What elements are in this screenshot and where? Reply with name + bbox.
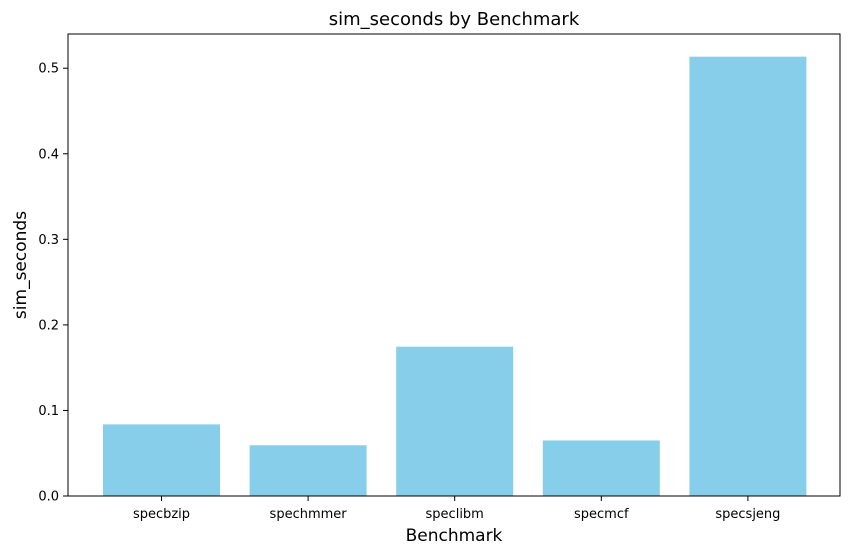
plot-frame	[67, 33, 841, 497]
bar-specmcf	[542, 440, 660, 496]
y-tick-label: 0.3	[38, 233, 59, 248]
y-tick-label: 0.0	[38, 490, 59, 505]
chart-title: sim_seconds by Benchmark	[329, 9, 580, 30]
y-tick-label: 0.1	[38, 404, 59, 419]
y-tick-label: 0.4	[38, 147, 59, 162]
x-tick-label: spechmmer	[270, 507, 348, 522]
x-tick-label: specbzip	[133, 507, 190, 522]
bar-speclibm	[396, 346, 514, 496]
y-tick-label: 0.5	[38, 62, 59, 77]
x-axis-label: Benchmark	[406, 526, 503, 546]
bar-specsjeng	[689, 56, 807, 497]
y-axis-ticks: 0.0 0.1 0.2 0.3 0.4 0.5	[38, 62, 68, 505]
y-tick-label: 0.2	[38, 318, 59, 333]
x-tick-label: speclibm	[426, 507, 484, 522]
bars-group	[103, 56, 807, 497]
x-tick-label: specmcf	[574, 507, 629, 522]
x-axis-ticks: specbzip spechmmer speclibm specmcf specsjen…	[133, 496, 780, 522]
x-tick-label: specsjeng	[715, 507, 780, 522]
bar-specbzip	[103, 424, 220, 496]
bar-spechmmer	[249, 445, 367, 496]
y-axis-label: sim_seconds	[11, 211, 31, 319]
